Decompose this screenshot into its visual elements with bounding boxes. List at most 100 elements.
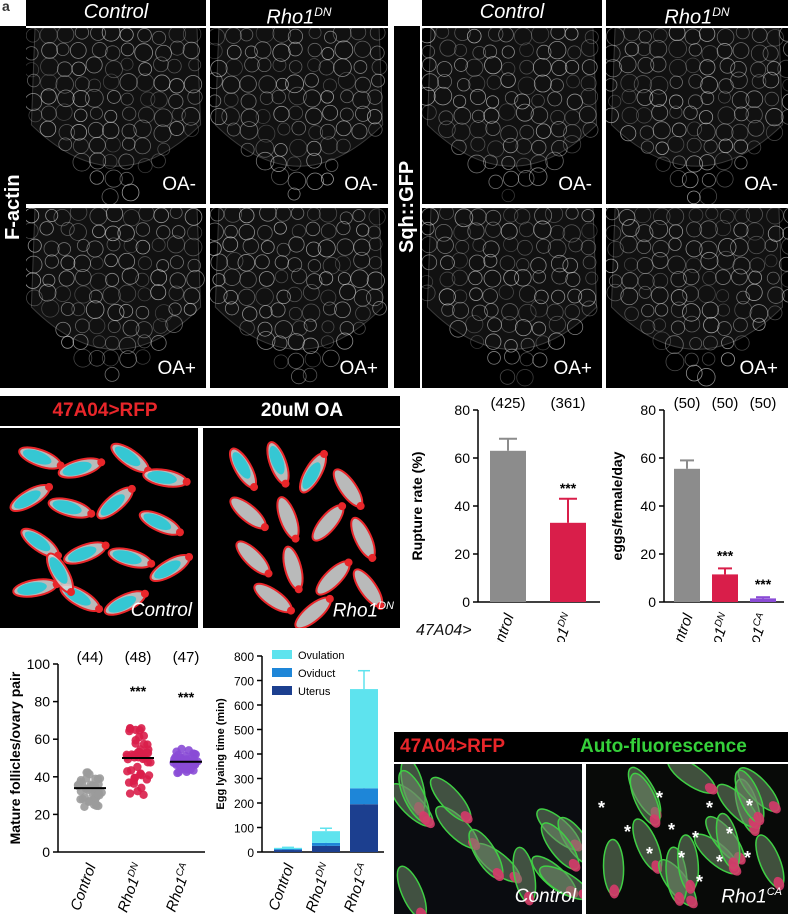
follicle <box>429 776 473 824</box>
data-point <box>171 753 181 763</box>
follicle <box>667 764 718 795</box>
category-label: Rho1DN <box>114 860 148 914</box>
egg-chamber <box>299 449 328 494</box>
data-point <box>184 746 193 755</box>
data-point <box>133 787 142 796</box>
follicle <box>398 769 431 825</box>
panel-d-title-rfp: 47A04>RFP <box>400 736 506 757</box>
y-axis-label: eggs/female/day <box>609 451 625 560</box>
legend-label: Ovulation <box>298 650 344 662</box>
image-factin-control-oa-plus: OA+ <box>26 208 206 388</box>
asterisk-mark: * <box>678 848 685 868</box>
y-tick-label: 20 <box>34 806 50 822</box>
data-point <box>125 726 134 736</box>
y-tick-label: 500 <box>234 724 254 738</box>
egg-chamber <box>229 496 269 532</box>
tissue-texture <box>26 208 205 382</box>
bar-segment <box>312 831 340 843</box>
y-tick-label: 20 <box>640 546 656 562</box>
egg-chamber <box>276 496 300 543</box>
category-label: Control <box>664 611 697 642</box>
n-label: (50) <box>750 395 777 412</box>
egg-chamber <box>96 484 136 520</box>
y-tick-label: 700 <box>234 675 254 689</box>
egg-chamber <box>9 483 54 512</box>
image-sqh-control-oa-minus: OA- <box>422 28 602 204</box>
egg-chamber <box>253 582 296 615</box>
y-axis-label: Rupture rate (%) <box>409 452 425 561</box>
image-factin-rho-oa-plus: OA+ <box>210 208 388 388</box>
egg-chamber <box>46 552 75 597</box>
bar-segment <box>274 847 302 850</box>
follicle <box>538 865 582 901</box>
n-label: (50) <box>674 395 701 412</box>
tissue-texture <box>606 208 788 387</box>
y-tick-label: 400 <box>234 748 254 762</box>
data-point <box>86 780 96 789</box>
n-label: (361) <box>550 395 585 412</box>
image-ovary-rho: Rho1DN <box>203 428 400 628</box>
data-point <box>136 769 145 778</box>
y-tick-label: 80 <box>454 402 470 418</box>
bar-segment <box>350 788 378 805</box>
egg-chamber <box>282 545 304 594</box>
tissue-texture <box>210 28 388 201</box>
follicle <box>629 772 661 828</box>
header-control-sqh: Control <box>422 0 602 26</box>
significance-label: *** <box>178 689 195 705</box>
asterisk-mark: * <box>624 822 631 842</box>
data-point <box>123 755 133 764</box>
follicle <box>677 834 700 894</box>
rho-caption: Rho1DN <box>332 599 394 621</box>
follicle <box>396 865 428 914</box>
header-control-factin: Control <box>26 0 206 26</box>
egg-chamber <box>107 547 156 569</box>
n-label: (47) <box>173 649 200 666</box>
y-tick-label: 60 <box>640 450 656 466</box>
category-label: Control <box>485 611 518 642</box>
y-tick-label: 80 <box>640 402 656 418</box>
chart-eggs-per-day: 0 20 40 60 80 eggs/female/day (50) Control (50) *… <box>609 395 784 642</box>
egg-chamber <box>266 441 290 488</box>
y-tick-label: 0 <box>462 594 470 610</box>
panel-b-title-rfp: 47A04>RFP <box>52 400 158 421</box>
data-point <box>181 756 191 765</box>
data-point <box>84 797 93 806</box>
follicle <box>512 846 537 906</box>
follicle <box>715 812 741 872</box>
n-label: (44) <box>77 649 104 666</box>
panel-b-title-bar <box>0 396 400 426</box>
asterisk-mark: * <box>716 852 723 872</box>
category-label: Rho1DN <box>302 860 336 914</box>
image-autofluor-control: Control <box>394 764 582 914</box>
category-label: Rho1CA <box>739 611 773 642</box>
data-point <box>139 739 149 749</box>
data-point <box>189 766 198 775</box>
category-label: Rho1CA <box>340 861 374 914</box>
bar <box>712 574 738 602</box>
legend-swatch <box>272 650 292 659</box>
y-tick-label: 100 <box>27 656 51 672</box>
legend-label: Uterus <box>298 686 331 698</box>
y-tick-label: 60 <box>34 731 50 747</box>
bar-segment <box>312 845 340 852</box>
follicle <box>540 822 581 872</box>
egg-chamber <box>350 516 377 562</box>
bar-segment <box>350 689 378 789</box>
y-axis-label: Mature follicles/ovary pair <box>7 671 23 844</box>
category-label: Rho1CA <box>162 861 196 914</box>
n-label: (48) <box>125 649 152 666</box>
follicle <box>602 838 625 899</box>
data-point <box>85 770 94 779</box>
bar-segment <box>312 842 340 846</box>
egg-chamber <box>138 510 184 537</box>
significance-label: *** <box>560 480 577 496</box>
image-factin-rho-oa-minus: OA- <box>210 28 388 204</box>
category-label: Rho1DN <box>701 610 735 642</box>
data-point <box>142 748 152 757</box>
image-autofluor-rho: * * * * * * * * * * * * * Rho1CA <box>586 764 788 914</box>
data-point <box>130 773 139 783</box>
asterisk-mark: * <box>726 824 733 844</box>
follicle <box>755 834 785 891</box>
